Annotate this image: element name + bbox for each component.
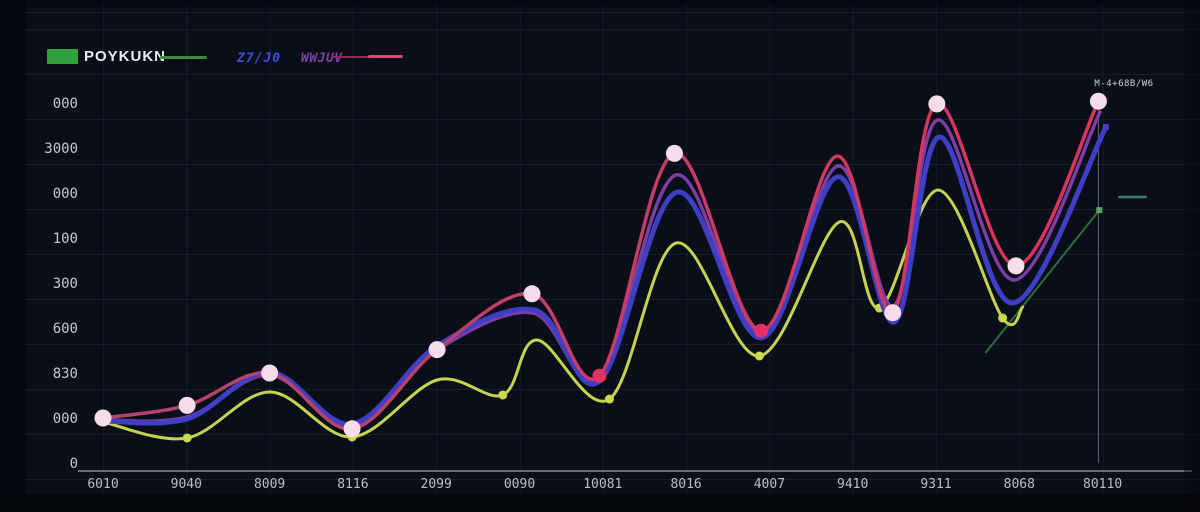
- x-axis-tick-label: 9040: [171, 477, 202, 492]
- x-axis-tick-label: 10081: [583, 477, 622, 492]
- data-point-marker[interactable]: [523, 285, 541, 303]
- data-point-marker[interactable]: [1096, 207, 1103, 214]
- data-point-marker[interactable]: [604, 394, 614, 404]
- legend-label-blue[interactable]: Z7/J0: [237, 51, 282, 66]
- y-axis-tick-label: 000: [53, 186, 78, 202]
- data-point-marker[interactable]: [665, 144, 683, 162]
- data-point-marker[interactable]: [261, 364, 279, 382]
- data-point-marker[interactable]: [754, 323, 769, 338]
- data-point-marker[interactable]: [592, 368, 607, 383]
- data-point-marker[interactable]: [94, 409, 112, 427]
- x-axis-tick-label: 8068: [1004, 477, 1035, 492]
- x-axis-tick-label: 8016: [670, 477, 701, 492]
- x-axis-tick-label: 8009: [254, 477, 285, 492]
- data-point-marker[interactable]: [182, 433, 192, 443]
- series-line-poykukn: [985, 209, 1101, 354]
- data-point-marker[interactable]: [1007, 257, 1025, 275]
- data-point-marker[interactable]: [884, 304, 902, 322]
- legend-line-pink-bright-icon: [368, 55, 403, 58]
- x-axis-tick-label: 9311: [920, 477, 951, 492]
- point-annotation-label: M-4+68B/W6: [1094, 79, 1154, 89]
- legend-swatch-green[interactable]: [47, 49, 78, 64]
- x-axis-tick-label: 6010: [87, 477, 118, 492]
- y-axis-tick-label: 100: [53, 231, 78, 247]
- data-point-marker[interactable]: [998, 313, 1008, 323]
- x-axis-tick-label: 9410: [837, 477, 868, 492]
- data-point-marker[interactable]: [928, 95, 946, 113]
- legend-line-green-icon[interactable]: [160, 56, 207, 59]
- y-axis-tick-label: 3000: [44, 141, 78, 157]
- data-point-marker[interactable]: [178, 396, 196, 414]
- legend-label-green[interactable]: POYKUKN: [84, 48, 167, 65]
- x-axis-tick-label: 8116: [337, 477, 368, 492]
- series-line-z7-j0: [100, 124, 1109, 427]
- x-axis-tick-label: 80110: [1083, 477, 1122, 492]
- y-axis-tick-label: 0: [70, 456, 78, 472]
- y-axis-tick-label: 300: [53, 276, 78, 292]
- y-axis-tick-label: 000: [53, 411, 78, 427]
- y-axis-tick-label: 830: [53, 366, 78, 382]
- data-point-marker[interactable]: [1089, 92, 1107, 110]
- data-point-marker[interactable]: [754, 351, 764, 361]
- legend-label-purple[interactable]: WWJUV: [301, 51, 343, 66]
- data-point-marker[interactable]: [428, 341, 446, 359]
- data-point-marker[interactable]: [343, 420, 361, 438]
- data-point-marker[interactable]: [498, 390, 508, 400]
- legend: POYKUKN Z7/J0 WWJUV: [0, 0, 1200, 80]
- data-point-marker[interactable]: [1102, 124, 1109, 131]
- x-axis-tick-label: 0090: [504, 477, 535, 492]
- y-axis-tick-label: 600: [53, 321, 78, 337]
- legend-line-pink-icon: [332, 56, 372, 58]
- y-axis-tick-label: 000: [53, 96, 78, 112]
- x-axis-tick-label: 4007: [754, 477, 785, 492]
- x-axis-tick-label: 2099: [421, 477, 452, 492]
